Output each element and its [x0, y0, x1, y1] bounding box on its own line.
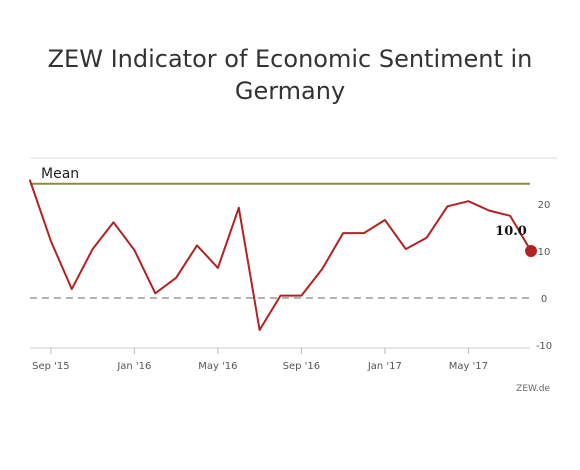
data-point: [28, 179, 32, 183]
chart-title-line-2: Germany: [235, 77, 345, 105]
last-value-label: 10.0: [495, 224, 527, 239]
data-point: [362, 231, 366, 235]
x-tick-label: Sep '15: [32, 361, 70, 372]
data-point: [112, 220, 116, 224]
data-point: [508, 214, 512, 218]
data-point: [258, 328, 262, 332]
data-point: [404, 247, 408, 251]
chart-title-line-1: ZEW Indicator of Economic Sentiment in: [48, 45, 533, 73]
data-point: [341, 231, 345, 235]
data-point: [425, 236, 429, 240]
data-point: [153, 291, 157, 295]
last-value-marker: [525, 245, 537, 257]
x-tick-label: Jan '16: [116, 361, 151, 372]
data-point: [299, 294, 303, 298]
data-point: [466, 199, 470, 203]
data-point: [91, 247, 95, 251]
y-tick-label: 0: [541, 294, 547, 305]
reference-lines: [30, 182, 530, 299]
series-layer: [28, 179, 537, 332]
x-tick-label: Sep '16: [283, 361, 321, 372]
data-point: [487, 209, 491, 213]
data-point: [446, 204, 450, 208]
y-tick-label: -10: [536, 341, 552, 352]
data-point: [237, 206, 241, 210]
y-tick-label: 20: [538, 200, 551, 211]
data-point: [279, 294, 283, 298]
data-point: [49, 239, 53, 243]
source-label: ZEW.de: [516, 384, 550, 394]
data-point: [70, 287, 74, 291]
data-point: [320, 267, 324, 271]
data-point: [195, 243, 199, 247]
data-point: [174, 276, 178, 280]
y-tick-label: 10: [538, 247, 551, 258]
data-point: [216, 266, 220, 270]
data-point: [383, 218, 387, 222]
axis-ticks: 20 10 0 -10 Sep '15 Jan '16 May '16 Sep '16 Jan …: [32, 200, 552, 372]
mean-label: Mean: [41, 166, 79, 182]
series-line: [29, 179, 532, 331]
x-tick-label: May '16: [198, 361, 237, 372]
data-point: [132, 248, 136, 252]
x-tick-label: Jan '17: [367, 361, 402, 372]
x-tick-label: May '17: [449, 361, 488, 372]
